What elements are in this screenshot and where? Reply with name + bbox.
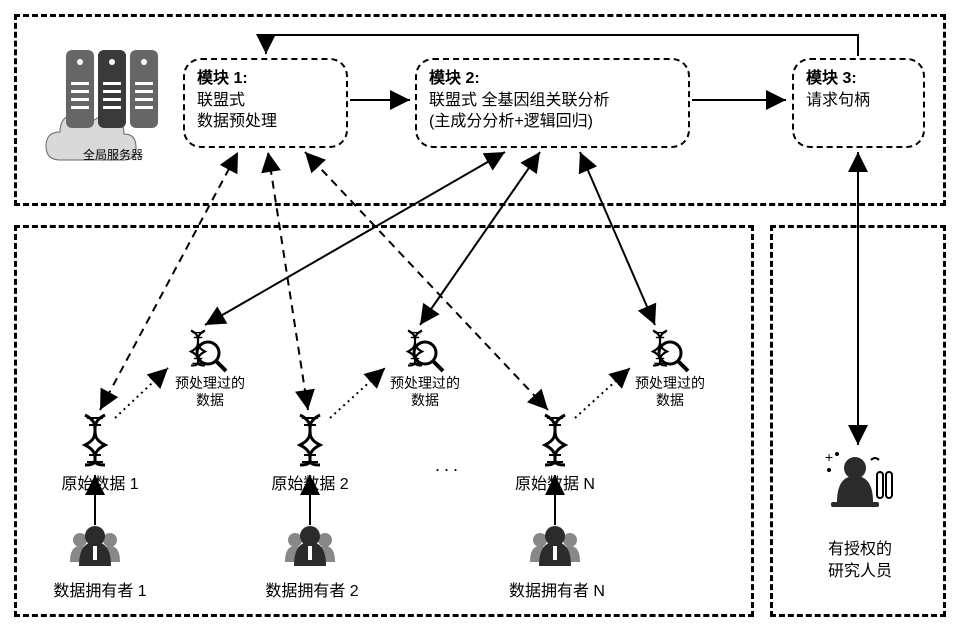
researcher-label-2: 研究人员 [800, 562, 920, 581]
module-1-line1: 联盟式 [197, 90, 334, 112]
server-towers [66, 50, 158, 128]
processed-label-1: 预处理过的 数据 [165, 375, 255, 409]
bottom-left-container [14, 225, 754, 617]
module-2-title: 模块 2: [429, 70, 480, 87]
module-1: 模块 1: 联盟式 数据预处理 [183, 58, 348, 148]
module-2-line1: 联盟式 全基因组关联分析 [429, 90, 676, 112]
raw-label-1: 原始数据 1 [50, 475, 150, 494]
owner-label-n: 数据拥有者 N [497, 582, 617, 601]
server-icon: 全局服务器 [40, 42, 160, 182]
module-3-title: 模块 3: [806, 70, 857, 87]
owner-label-1: 数据拥有者 1 [40, 582, 160, 601]
raw-label-2: 原始数据 2 [260, 475, 360, 494]
owner-label-2: 数据拥有者 2 [252, 582, 372, 601]
server-label: 全局服务器 [83, 147, 143, 162]
processed-label-2: 预处理过的 数据 [380, 375, 470, 409]
module-2: 模块 2: 联盟式 全基因组关联分析 (主成分分析+逻辑回归) [415, 58, 690, 148]
researcher-label-1: 有授权的 [800, 540, 920, 559]
module-1-title: 模块 1: [197, 70, 248, 87]
module-3-line1: 请求句柄 [806, 90, 911, 112]
raw-label-n: 原始数据 N [505, 475, 605, 494]
module-1-line2: 数据预处理 [197, 111, 334, 133]
ellipsis: ... [435, 455, 462, 476]
processed-label-n: 预处理过的 数据 [625, 375, 715, 409]
module-2-line2: (主成分分析+逻辑回归) [429, 111, 676, 133]
module-3: 模块 3: 请求句柄 [792, 58, 925, 148]
